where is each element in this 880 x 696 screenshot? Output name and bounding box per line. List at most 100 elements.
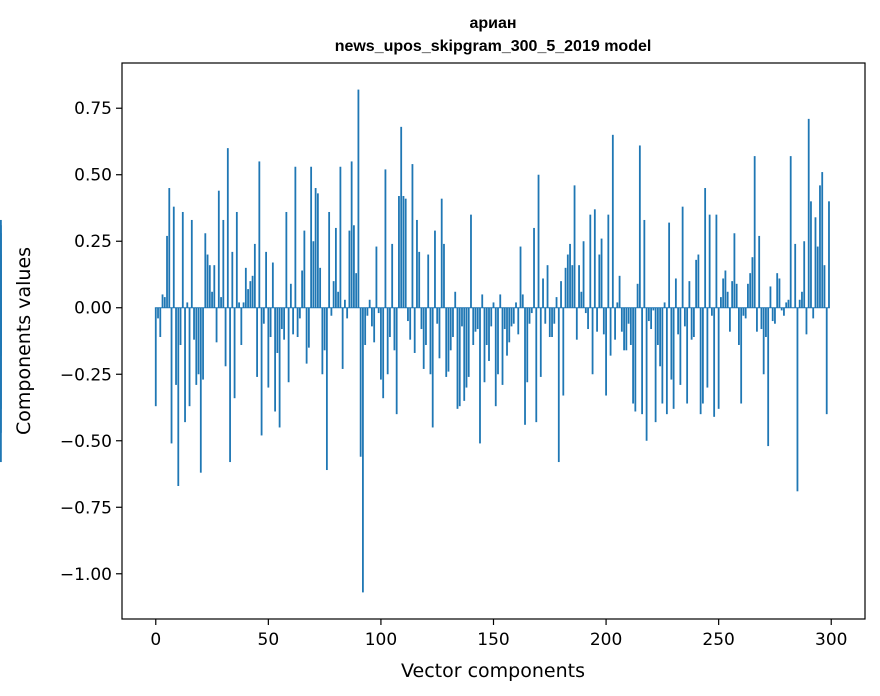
bar-component-117 (418, 251, 421, 308)
y-tick-label: 0.75 (74, 99, 112, 119)
x-axis-label: Vector components (401, 660, 585, 682)
bar-component-97 (373, 307, 376, 343)
bar-component-12 (181, 211, 184, 308)
bar-component-252 (722, 278, 725, 308)
bar-component-184 (569, 243, 571, 308)
bar-component-58 (285, 211, 288, 308)
bar-component-270 (762, 307, 765, 375)
bar-component-161 (517, 307, 520, 335)
bar-component-125 (436, 307, 439, 324)
bar-component-139 (467, 307, 470, 377)
bar-component-177 (553, 307, 556, 324)
bar-component-118 (420, 307, 423, 330)
bar-component-105 (391, 243, 394, 308)
x-tick-label: 200 (590, 630, 622, 650)
bar-component-197 (598, 254, 601, 308)
bar-component-280 (785, 302, 788, 308)
bar-component-157 (508, 307, 511, 343)
bar-component-200 (605, 307, 607, 396)
bar-component-272 (767, 307, 770, 447)
bar-component-14 (186, 302, 189, 308)
bar-component-279 (783, 307, 785, 316)
bar-component-292 (812, 307, 815, 319)
bar-component-133 (454, 291, 457, 308)
bar-component-201 (607, 214, 610, 308)
bar-component-20 (199, 307, 202, 473)
bar-component-116 (416, 219, 418, 308)
bar-component-19 (197, 307, 200, 375)
bar-component-0 (154, 307, 157, 407)
bar-component-174 (546, 265, 549, 308)
bar-component-39 (242, 302, 245, 308)
bar-component-47 (260, 307, 263, 436)
bar-component-224 (659, 307, 662, 367)
bar-component-23 (206, 254, 209, 308)
bar-component-296 (821, 172, 824, 308)
bar-component-241 (697, 254, 700, 308)
bar-component-183 (566, 254, 569, 308)
bar-component-166 (528, 307, 531, 324)
bar-component-76 (325, 307, 328, 471)
bar-component-137 (463, 307, 466, 401)
bar-component-54 (276, 307, 279, 353)
bar-component-undefined (0, 307, 2, 327)
bar-component-85 (346, 307, 349, 319)
bar-component-194 (591, 307, 594, 375)
bar-component-15 (188, 307, 191, 407)
bar-component-153 (499, 294, 502, 308)
bar-component-6 (168, 188, 171, 308)
bar-component-176 (551, 307, 553, 338)
bar-component-56 (280, 307, 283, 330)
bar-component-155 (503, 307, 506, 330)
bar-component-127 (440, 198, 443, 308)
bar-component-53 (274, 307, 276, 412)
bar-component-232 (677, 307, 680, 335)
bar-component-64 (298, 307, 301, 319)
bar-component-21 (202, 307, 204, 380)
bar-component-99 (377, 307, 380, 314)
bar-component-146 (483, 307, 486, 383)
bar-component-286 (798, 299, 801, 308)
bar-component-236 (686, 307, 689, 404)
bar-component-78 (330, 307, 333, 316)
bar-component-100 (380, 307, 382, 380)
bar-component-205 (616, 302, 619, 308)
bar-component-55 (278, 307, 281, 428)
x-tick-label: 100 (365, 630, 397, 650)
bar-component-80 (334, 227, 337, 308)
bar-component-60 (289, 283, 292, 308)
x-tick-label: 50 (258, 630, 280, 650)
bar-component-221 (652, 307, 655, 311)
bar-component-71 (314, 188, 317, 308)
bar-component-96 (371, 307, 373, 327)
bar-component-218 (645, 307, 648, 441)
bar-component-185 (571, 265, 574, 308)
x-axis: 0 50 100 150 200 250 300 (150, 619, 847, 650)
bar-component-undefined (0, 307, 2, 433)
bar-component-74 (321, 307, 324, 375)
bar-component-229 (670, 307, 673, 380)
bar-component-132 (452, 307, 454, 338)
bar-component-120 (425, 307, 427, 345)
bar-component-159 (512, 307, 515, 324)
bar-component-87 (350, 161, 353, 308)
bar-component-45 (256, 307, 258, 377)
bar-component-50 (267, 307, 270, 388)
bar-component-237 (688, 281, 691, 308)
bar-component-199 (602, 307, 605, 335)
bar-component-101 (382, 307, 385, 399)
bar-component-143 (476, 307, 479, 330)
bar-component-89 (355, 273, 358, 308)
bar-component-124 (434, 230, 436, 308)
bar-component-77 (328, 211, 331, 308)
bar-component-186 (573, 185, 576, 308)
bar-component-248 (713, 307, 716, 417)
bar-component-16 (190, 219, 193, 308)
bar-series (0, 89, 830, 593)
bar-component-59 (287, 307, 290, 383)
bar-component-228 (668, 222, 671, 308)
bar-component-192 (587, 307, 589, 330)
bar-component-8 (172, 206, 175, 308)
bar-component-213 (634, 307, 637, 412)
